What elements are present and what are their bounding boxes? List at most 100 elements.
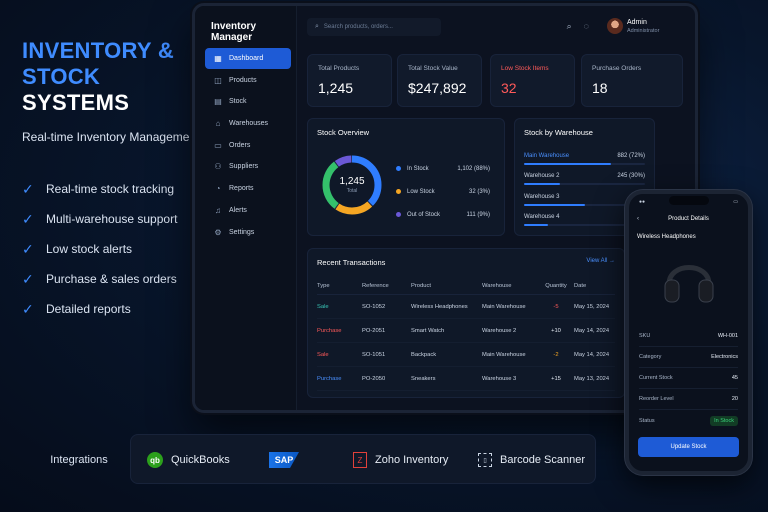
integration-zoho[interactable]: Z Zoho Inventory <box>353 451 448 469</box>
legend-value: 1,102 (88%) <box>457 165 490 172</box>
warehouse-cell: Main Warehouse <box>482 351 526 358</box>
stat-card-purchase-orders[interactable]: Purchase Orders 18 <box>581 54 683 107</box>
warehouse-name: Warehouse 2 <box>524 173 560 179</box>
feature-item: ✓ Detailed reports <box>22 294 202 324</box>
feature-item: ✓ Purchase & sales orders <box>22 264 202 294</box>
warehouse-cell: Warehouse 2 <box>482 327 517 334</box>
donut-center: 1,245 Total <box>322 176 382 194</box>
date-cell: May 14, 2024 <box>574 327 610 334</box>
panel-title: Stock by Warehouse <box>524 128 593 137</box>
headphones-image <box>664 265 714 303</box>
table-row[interactable]: Sale SO-1051 Backpack Main Warehouse -2 … <box>317 343 615 367</box>
sidebar-item-label: Products <box>229 76 257 84</box>
check-icon: ✓ <box>22 181 34 197</box>
donut-segment <box>322 155 382 215</box>
warehouse-row[interactable]: Main Warehouse 882 (72%) <box>524 153 645 173</box>
legend-dot <box>396 166 401 171</box>
view-all-link[interactable]: View All → <box>586 258 615 264</box>
integration-barcode-scanner[interactable]: ▯ Barcode Scanner <box>478 451 585 469</box>
column-header: Quantity <box>545 282 567 289</box>
integration-sap[interactable]: SAP <box>269 451 307 469</box>
sidebar-item-products[interactable]: ◫ Products <box>205 70 291 91</box>
sidebar-item-alerts[interactable]: ♫ Alerts <box>205 200 291 221</box>
sidebar-item-label: Alerts <box>229 206 247 214</box>
hero-title-line3: SYSTEMS <box>22 90 130 115</box>
warehouse-row[interactable]: Warehouse 3 <box>524 194 645 214</box>
sidebar-item-label: Settings <box>229 228 255 236</box>
integration-quickbooks[interactable]: qb QuickBooks <box>147 451 230 469</box>
stat-card-stock-value[interactable]: Total Stock Value $247,892 <box>397 54 482 107</box>
donut-segment <box>322 155 382 215</box>
stat-value: $247,892 <box>408 80 467 96</box>
table-row[interactable]: Purchase PO-2051 Smart Watch Warehouse 2… <box>317 319 615 343</box>
stock-donut-chart <box>322 155 382 215</box>
detail-row-sku: SKU WH-001 <box>639 326 738 347</box>
sidebar-item-label: Reports <box>229 185 254 193</box>
product-cell: Sneakers <box>411 375 436 382</box>
update-stock-button[interactable]: Update Stock <box>638 437 739 457</box>
donut-segment <box>322 155 382 215</box>
reports-icon: ◔ <box>215 184 221 194</box>
sidebar-item-settings[interactable]: ⚙ Settings <box>205 222 291 243</box>
column-header: Reference <box>362 282 389 289</box>
integration-name: QuickBooks <box>171 454 230 466</box>
sidebar-nav: ▦ Dashboard ◫ Products ▤ Stock ⌂ Warehouses … <box>205 48 291 243</box>
hero-title-line1: INVENTORY & <box>22 38 175 63</box>
column-header: Type <box>317 282 330 289</box>
warehouse-cell: Main Warehouse <box>482 303 526 310</box>
bell-icon: ♫ <box>215 205 221 215</box>
reference-cell: SO-1051 <box>362 351 386 358</box>
warehouse-value: 882 (72%) <box>617 153 645 159</box>
feature-label: Real-time stock tracking <box>46 182 175 196</box>
stat-value: 32 <box>501 80 517 96</box>
dashboard-icon: ▦ <box>214 54 222 63</box>
bar-track <box>524 183 645 185</box>
table-row[interactable]: Sale SO-1052 Wireless Headphones Main Wa… <box>317 295 615 319</box>
users-icon: ⚇ <box>214 162 222 172</box>
hero-subtitle: Real-time Inventory Management <box>22 130 200 144</box>
avatar[interactable] <box>607 18 623 34</box>
sidebar-item-label: Dashboard <box>229 55 264 62</box>
sidebar-item-suppliers[interactable]: ⚇ Suppliers <box>205 156 291 177</box>
check-icon: ✓ <box>22 241 34 257</box>
integration-name: Zoho Inventory <box>375 454 449 466</box>
stat-label: Purchase Orders <box>592 65 642 72</box>
check-icon: ✓ <box>22 301 34 317</box>
battery-icon: ▭ <box>733 199 738 205</box>
sidebar-item-orders[interactable]: ▭ Orders <box>205 135 291 156</box>
legend-value: 32 (3%) <box>468 188 490 195</box>
check-icon: ✓ <box>22 211 34 227</box>
back-icon[interactable]: ‹ <box>637 216 639 222</box>
stock-icon: ▤ <box>214 97 222 107</box>
table-row[interactable]: Purchase PO-2050 Sneakers Warehouse 3 +1… <box>317 367 615 391</box>
detail-label: Status <box>639 417 655 424</box>
sidebar-item-reports[interactable]: ◔ Reports <box>205 178 291 199</box>
product-cell: Wireless Headphones <box>411 303 468 310</box>
sidebar-item-dashboard[interactable]: ▦ Dashboard <box>205 48 291 69</box>
bar-fill <box>524 163 612 165</box>
user-info[interactable]: Admin Administrator <box>627 19 685 34</box>
sidebar-item-stock[interactable]: ▤ Stock <box>205 91 291 112</box>
search-input[interactable]: ⌕ Search products, orders... <box>307 18 441 36</box>
donut-total-label: Total <box>346 188 358 194</box>
hero-title-line2: STOCK <box>22 64 101 89</box>
legend-dot <box>396 189 401 194</box>
column-header: Date <box>574 282 587 289</box>
quantity-cell: +10 <box>551 327 561 334</box>
legend-value: 111 (9%) <box>466 211 490 218</box>
detail-value: 20 <box>731 396 738 402</box>
status-badge: In Stock <box>710 415 738 426</box>
stat-card-low-stock[interactable]: Low Stock Items 32 <box>490 54 575 107</box>
search-icon[interactable]: ⌕ <box>566 21 572 31</box>
warehouse-row[interactable]: Warehouse 2 245 (30%) <box>524 173 645 193</box>
warehouse-row[interactable]: Warehouse 4 <box>524 214 645 234</box>
box-icon: ◫ <box>214 75 222 85</box>
chat-icon[interactable]: ◌ <box>583 21 589 31</box>
stat-card-total-products[interactable]: Total Products 1,245 <box>307 54 392 107</box>
stat-value: 18 <box>592 80 608 96</box>
phone-device: ●● ▭ ‹ Product Details Wireless Headphone… <box>625 190 752 475</box>
type-cell: Sale <box>317 351 329 358</box>
sidebar-item-warehouses[interactable]: ⌂ Warehouses <box>205 113 291 134</box>
stat-label: Total Products <box>318 65 360 72</box>
search-icon: ⌕ <box>315 23 319 30</box>
